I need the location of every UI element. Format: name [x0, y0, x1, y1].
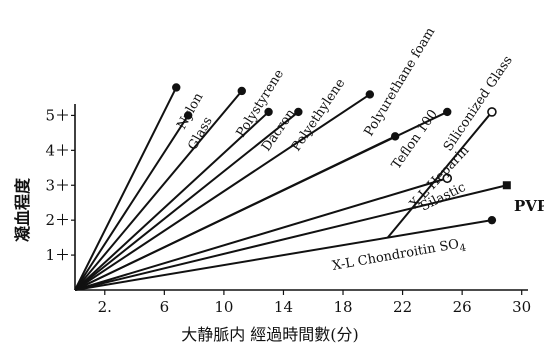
tick-marks: 2. 6 10 14 18 22 26 30 1＋ 2＋ 3＋ 4＋ 5＋ [45, 106, 531, 316]
series-line-glass [74, 114, 190, 291]
series-line-polyethylene [74, 111, 299, 291]
x-tick-label: 10 [214, 298, 233, 316]
y-axis-label: 凝血程度 [13, 177, 32, 242]
series-lines [74, 83, 511, 291]
y-tick-label: 3＋ [45, 176, 70, 194]
x-tick-label: 26 [453, 298, 472, 316]
x-tick-label: 30 [512, 298, 531, 316]
series-line-x-l-heparin [386, 111, 493, 239]
data-point-glass [183, 111, 193, 120]
x-tick-label: 18 [333, 298, 352, 316]
series-line-polyurethane-foam [74, 93, 371, 291]
x-tick-label: 6 [160, 298, 170, 316]
series-line-silastic [74, 177, 448, 291]
data-point-polystyrene [237, 86, 246, 96]
data-point-dacron [264, 107, 273, 117]
data-point-siliconized-glass [443, 107, 452, 117]
y-tick-label: 5＋ [45, 106, 70, 124]
data-point-nylon [172, 83, 181, 92]
y-tick-label: 2＋ [45, 211, 70, 229]
axes [74, 104, 528, 291]
series-line-siliconized-glass [74, 111, 448, 291]
label-siliconized-glass: Siliconized Glass [441, 53, 516, 154]
y-tick-label: 1＋ [45, 246, 70, 264]
x-tick-label: 2. [98, 298, 112, 316]
data-point-silastic [442, 173, 453, 184]
x-tick-label: 14 [274, 298, 293, 316]
series-line-x-l-chondroitin-so4 [74, 219, 493, 291]
series-line-nylon [74, 87, 178, 291]
data-point-x-l-heparin [487, 107, 497, 117]
x-tick-label: 22 [393, 298, 412, 316]
data-point-polyethylene [294, 107, 303, 117]
series-line-dacron [74, 111, 270, 291]
series-line-polystyrene [74, 90, 243, 291]
label-xl-chondroitin-so4: X-L Chondroitin SO4 [331, 236, 467, 277]
y-tick-label: 4＋ [45, 141, 70, 159]
label-pvp: PVP [514, 197, 544, 215]
series-line-pvp [74, 184, 508, 291]
data-point-polyurethane-foam [365, 90, 375, 99]
x-axis-label: 大静脈内 經過時間數(分) [181, 325, 359, 344]
data-point-x-l-chondroitin-so4 [487, 215, 497, 225]
data-point-pvp [502, 181, 511, 190]
